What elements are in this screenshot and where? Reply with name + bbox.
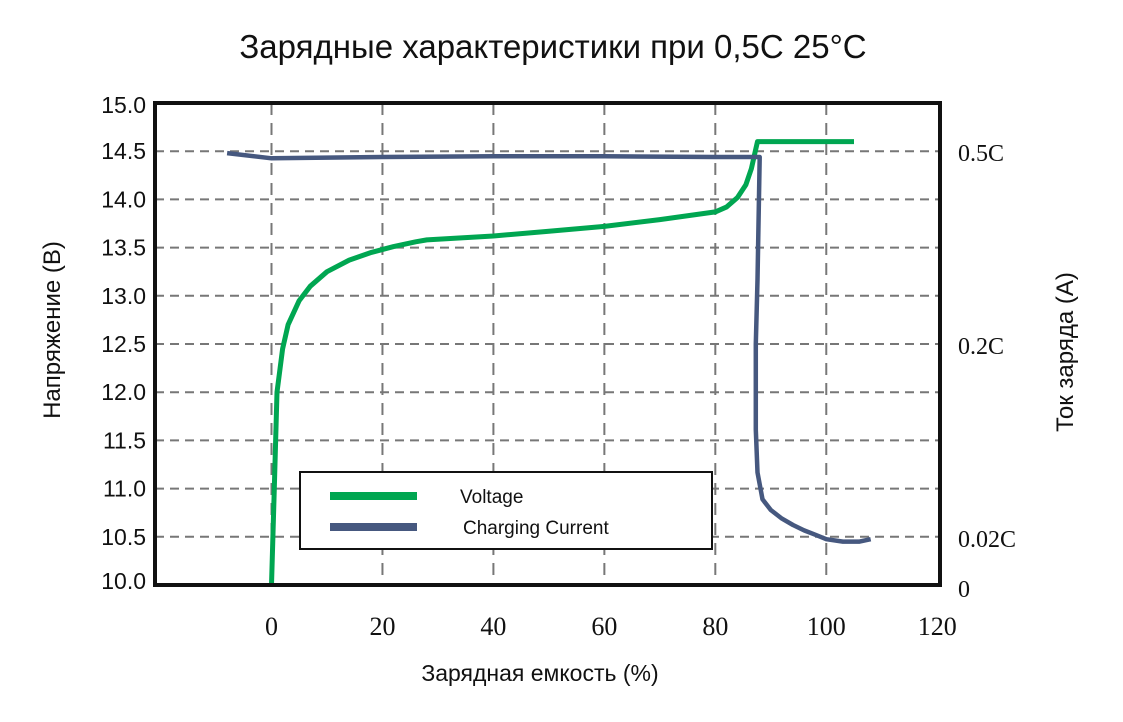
series-line-charging-current (226, 150, 872, 544)
x-tick-label: 40 (480, 612, 506, 641)
y-tick-label: 14.5 (101, 138, 146, 164)
y-right-tick-label: 0 (958, 577, 970, 603)
x-tick-label: 120 (918, 612, 957, 641)
legend: Voltage Charging Current (299, 471, 713, 550)
legend-box (299, 471, 713, 550)
x-tick-label: 20 (369, 612, 395, 641)
x-tick-label: 60 (591, 612, 617, 641)
x-axis-label: Зарядная емкость (%) (421, 660, 658, 686)
y-axis-label: Напряжение (В) (39, 241, 66, 419)
y-tick-label: 12.5 (101, 331, 146, 357)
y-axis-ticks: 10.0 10.5 11.0 11.5 12.0 12.5 13.0 13.5 14.0 14.5… (101, 92, 146, 594)
y-tick-label: 11.0 (103, 476, 146, 502)
legend-label-charging-current: Charging Current (463, 518, 609, 539)
y-right-tick-label: 0.02C (958, 527, 1016, 553)
x-tick-label: 100 (807, 612, 846, 641)
series-line-voltage (269, 139, 854, 586)
y-tick-label: 11.5 (103, 427, 146, 453)
y-tick-label: 13.0 (101, 283, 146, 309)
x-tick-label: 0 (265, 612, 278, 641)
chart-title: Зарядные характеристики при 0,5C 25°C (239, 28, 866, 65)
y-right-tick-label: 0.2C (958, 334, 1004, 360)
y-tick-label: 13.5 (101, 235, 146, 261)
y-tick-label: 10.5 (101, 524, 146, 550)
y-right-axis-ticks: 0.5C 0.2C 0.02C 0 (958, 141, 1016, 603)
x-axis-ticks: 0 20 40 60 80 100 120 (265, 612, 957, 641)
x-tick-label: 80 (702, 612, 728, 641)
y-tick-label: 12.0 (101, 379, 146, 405)
y-right-tick-label: 0.5C (958, 141, 1004, 167)
y-tick-label: 10.0 (101, 568, 146, 594)
y-tick-label: 15.0 (101, 92, 146, 118)
series-lines (226, 139, 872, 586)
y-right-axis-label: Ток заряда (А) (1052, 272, 1079, 432)
y-tick-label: 14.0 (101, 186, 146, 212)
legend-label-voltage: Voltage (460, 487, 523, 508)
plot-frame (153, 101, 942, 587)
